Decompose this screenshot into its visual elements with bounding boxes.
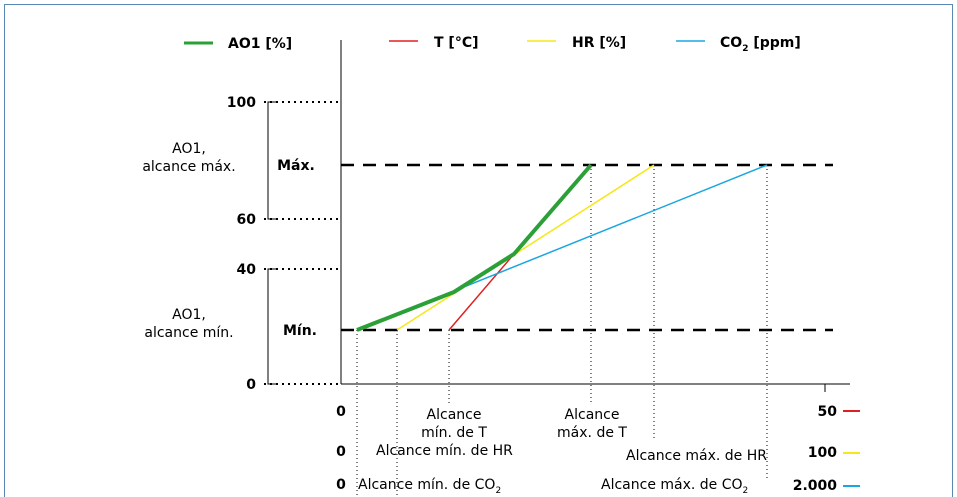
min-range-label-line2: alcance mín. — [144, 325, 233, 341]
hr-scale-zero: 0 — [336, 444, 346, 460]
max-range-label-line1: AO1, — [172, 141, 206, 157]
min-range-label-line1: AO1, — [172, 307, 206, 323]
co2-scale-max: 2.000 — [793, 478, 838, 494]
t-max-label-line2: máx. de T — [557, 425, 627, 441]
max-range-label-line2: alcance máx. — [142, 159, 235, 175]
legend-t-label: T [°C] — [434, 35, 479, 51]
ao1-line — [356, 163, 593, 332]
max-range-bracket — [267, 101, 276, 220]
diagram-frame — [4, 4, 953, 497]
min-range-bracket — [267, 268, 276, 385]
co2-scale-zero: 0 — [336, 477, 346, 493]
y-tick-60: 60 — [237, 212, 257, 228]
t-min-label-line2: mín. de T — [421, 425, 487, 441]
max-level-label: Máx. — [277, 158, 315, 174]
legend-hr-label: HR [%] — [572, 35, 626, 51]
co2-min-label: Alcance mín. de CO2 — [358, 477, 501, 496]
t-scale-max: 50 — [818, 404, 838, 420]
t-line — [448, 253, 515, 331]
hr-line — [396, 164, 655, 331]
hr-min-label: Alcance mín. de HR — [376, 443, 513, 459]
t-min-label-line1: Alcance — [427, 407, 482, 423]
y-tick-100: 100 — [227, 95, 256, 111]
co2-max-label: Alcance máx. de CO2 — [601, 477, 748, 496]
y-tick-0: 0 — [246, 377, 256, 393]
t-scale-zero: 0 — [336, 404, 346, 420]
t-max-label-line1: Alcance — [565, 407, 620, 423]
hr-max-label: Alcance máx. de HR — [626, 448, 767, 464]
legend-co2-label: CO2 [ppm] — [720, 35, 801, 54]
hr-scale-max: 100 — [808, 445, 837, 461]
legend-ao1-label: AO1 [%] — [228, 36, 292, 52]
y-tick-40: 40 — [237, 262, 257, 278]
min-level-label: Mín. — [283, 323, 317, 339]
